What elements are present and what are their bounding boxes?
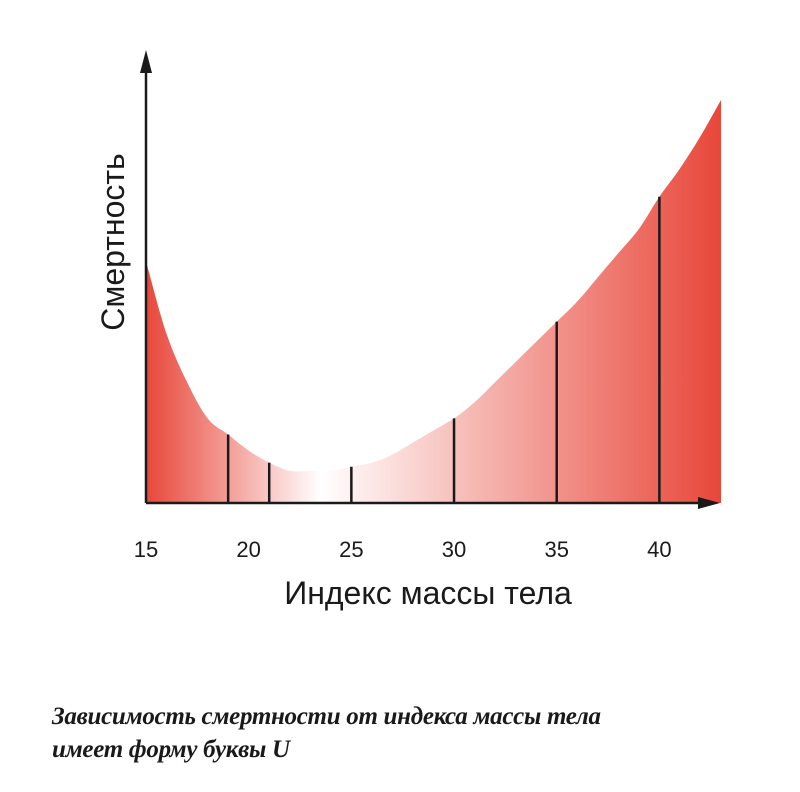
x-tick-label-25: 25 <box>339 537 363 562</box>
x-tick-label-30: 30 <box>442 537 466 562</box>
marker-lines <box>226 196 661 503</box>
chart-caption: Зависимость смертности от индекса массы … <box>52 700 792 766</box>
caption-line-1: Зависимость смертности от индекса массы … <box>52 703 601 730</box>
x-tick-label-40: 40 <box>647 537 671 562</box>
y-axis-title: Смертность <box>95 153 131 330</box>
x-tick-label-15: 15 <box>134 537 158 562</box>
caption-line-2: имеет форму буквы U <box>52 736 290 763</box>
x-axis-title: Индекс массы тела <box>284 575 572 611</box>
x-tick-label-20: 20 <box>236 537 260 562</box>
x-tick-label-35: 35 <box>544 537 568 562</box>
x-axis-arrow <box>698 497 720 509</box>
x-tick-labels: 15 20 25 30 35 40 <box>134 537 672 562</box>
mortality-area <box>146 100 721 503</box>
u-shape-chart: 15 20 25 30 35 40 Индекс массы тела Смертност… <box>95 50 721 611</box>
y-axis-arrow <box>140 50 152 73</box>
